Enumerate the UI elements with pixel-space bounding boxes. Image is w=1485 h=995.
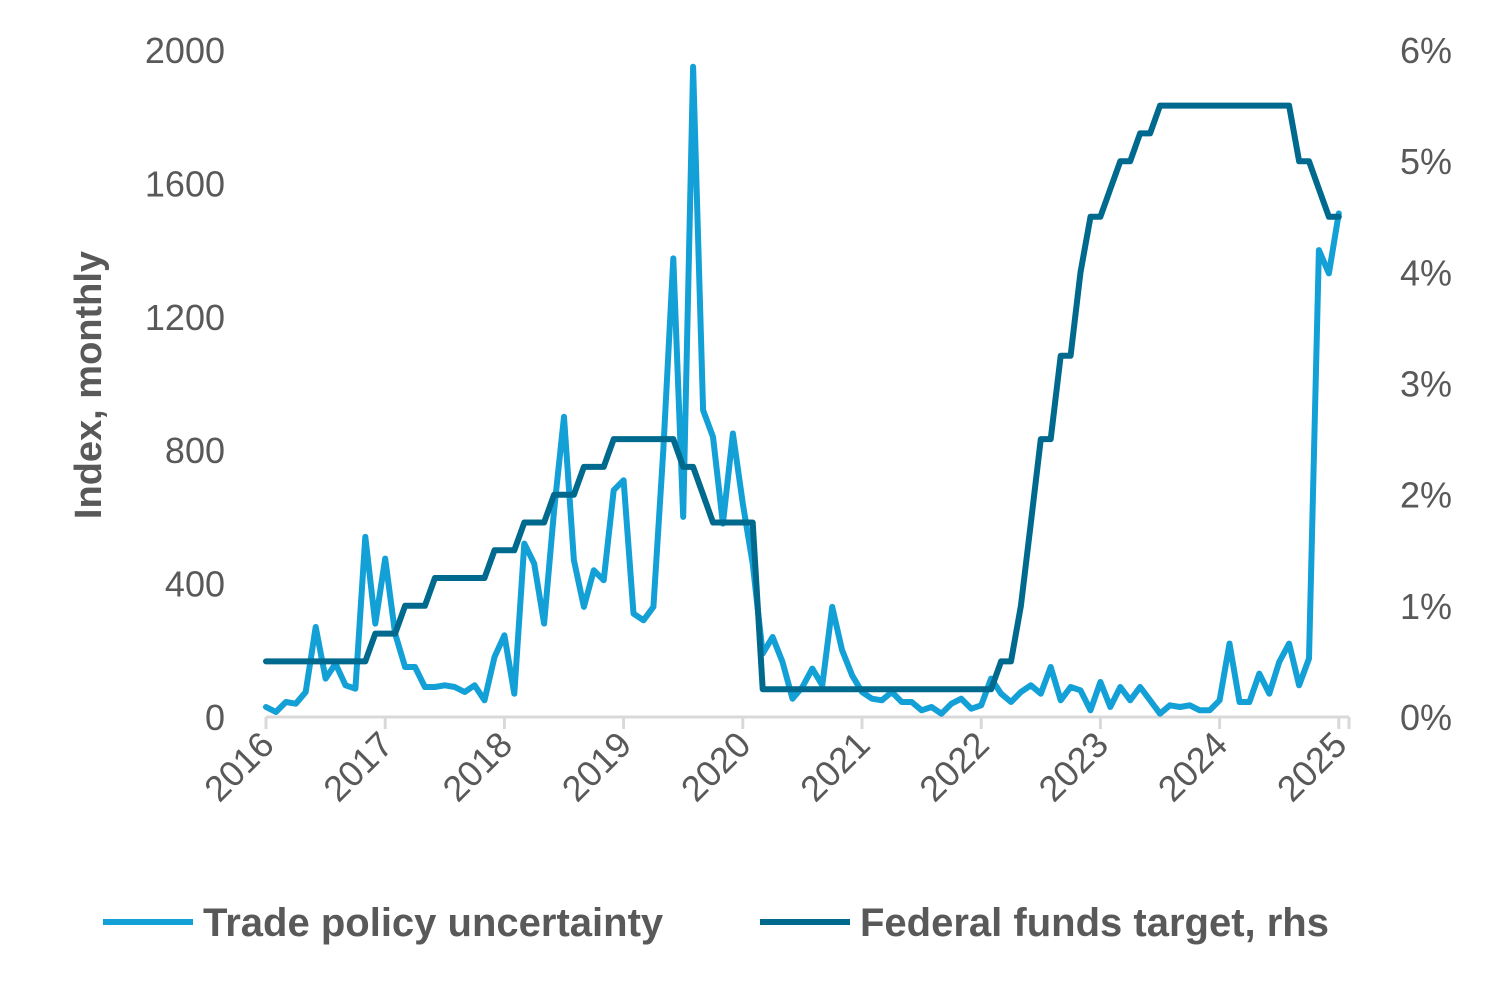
legend: Trade policy uncertainty Federal funds ta… <box>103 901 1329 945</box>
y-tick-label: 400 <box>165 564 225 605</box>
y-right-tick-label: 2% <box>1400 475 1452 516</box>
y-right-tick-label: 1% <box>1400 586 1452 627</box>
y-axis-label: Index, monthly <box>68 251 110 519</box>
y-right-tick-label: 5% <box>1400 141 1452 182</box>
y-right-tick-label: 3% <box>1400 364 1452 405</box>
y-right-tick-label: 0% <box>1400 697 1452 738</box>
y-right-tick-label: 6% <box>1400 30 1452 71</box>
x-tick-label: 2022 <box>911 724 997 810</box>
y-tick-label: 800 <box>165 430 225 471</box>
x-tick-label: 2018 <box>434 724 520 810</box>
series-lines <box>263 63 1342 717</box>
series-line-0 <box>263 63 1342 717</box>
legend-label: Trade policy uncertainty <box>203 901 664 945</box>
x-tick-label: 2021 <box>792 724 878 810</box>
y-tick-label: 1600 <box>145 163 225 204</box>
y-right-tick-label: 4% <box>1400 252 1452 293</box>
y-tick-label: 2000 <box>145 30 225 71</box>
x-tick-label: 2025 <box>1269 724 1355 810</box>
x-tick-label: 2020 <box>673 724 759 810</box>
legend-label: Federal funds target, rhs <box>860 901 1329 945</box>
y-tick-label: 0 <box>205 697 225 738</box>
x-tick-label: 2024 <box>1150 724 1236 810</box>
y-tick-label: 1200 <box>145 297 225 338</box>
x-tick-label: 2017 <box>315 724 401 810</box>
x-tick-label: 2019 <box>554 724 640 810</box>
series-line-1 <box>263 102 1342 693</box>
x-tick-label: 2023 <box>1030 724 1116 810</box>
